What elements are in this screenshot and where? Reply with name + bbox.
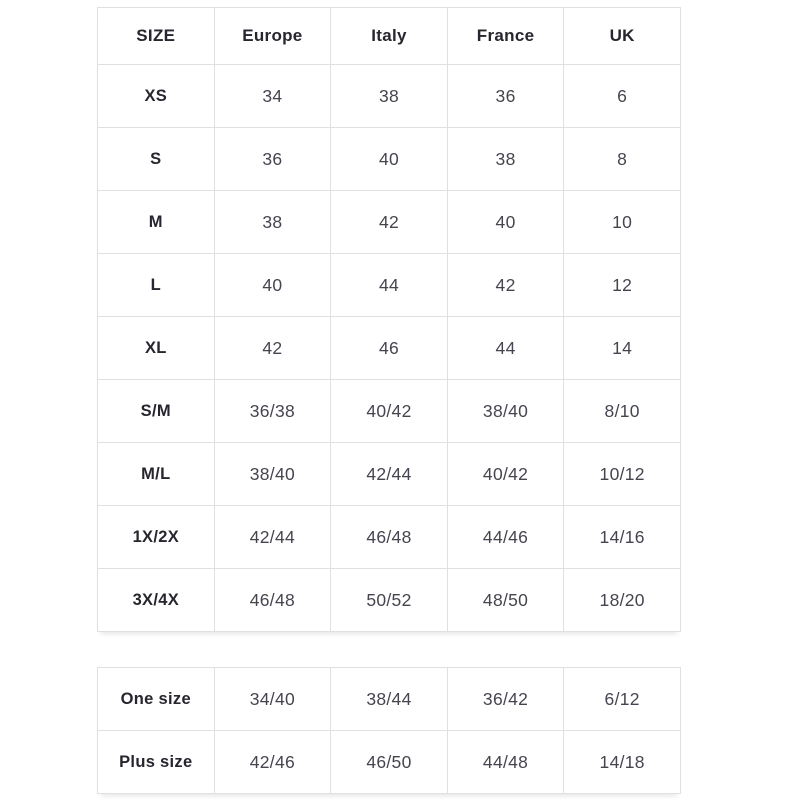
table-row: 3X/4X 46/48 50/52 48/50 18/20: [97, 568, 681, 632]
row-label-cell: XL: [97, 316, 215, 380]
data-cell: 46/48: [330, 505, 448, 569]
row-label-cell: M/L: [97, 442, 215, 506]
data-cell: 10: [563, 190, 681, 254]
data-cell: 40/42: [446, 442, 565, 506]
data-cell: 8/10: [563, 379, 681, 443]
table-row: M/L 38/40 42/44 40/42 10/12: [97, 442, 681, 506]
data-cell: 14: [563, 316, 681, 380]
data-cell: 38: [330, 64, 448, 128]
data-cell: 50/52: [330, 568, 448, 632]
row-label-cell: Plus size: [97, 730, 215, 794]
data-cell: 44/46: [446, 505, 565, 569]
row-label-cell: S: [97, 127, 215, 191]
data-cell: 42: [213, 316, 332, 380]
data-cell: 42: [330, 190, 448, 254]
table-row: M 38 42 40 10: [97, 190, 681, 254]
row-label-cell: 3X/4X: [97, 568, 215, 632]
data-cell: 46/50: [330, 730, 448, 794]
data-cell: 42: [446, 253, 565, 317]
data-cell: 42/44: [330, 442, 448, 506]
data-cell: 40: [446, 190, 565, 254]
row-label-cell: L: [97, 253, 215, 317]
data-cell: 38/40: [213, 442, 332, 506]
data-cell: 38/40: [446, 379, 565, 443]
table-row: S 36 40 38 8: [97, 127, 681, 191]
column-header: France: [446, 7, 565, 65]
data-cell: 40: [330, 127, 448, 191]
data-cell: 42/46: [213, 730, 332, 794]
table-row: XL 42 46 44 14: [97, 316, 681, 380]
table-row: L 40 44 42 12: [97, 253, 681, 317]
data-cell: 42/44: [213, 505, 332, 569]
data-cell: 10/12: [563, 442, 681, 506]
data-cell: 36: [446, 64, 565, 128]
data-cell: 38: [213, 190, 332, 254]
row-label-cell: One size: [97, 667, 215, 731]
column-header: Italy: [330, 7, 448, 65]
data-cell: 12: [563, 253, 681, 317]
table-row: 1X/2X 42/44 46/48 44/46 14/16: [97, 505, 681, 569]
column-header: Europe: [213, 7, 332, 65]
data-cell: 6: [563, 64, 681, 128]
data-cell: 38: [446, 127, 565, 191]
data-cell: 18/20: [563, 568, 681, 632]
column-header: UK: [563, 7, 681, 65]
data-cell: 36/42: [446, 667, 565, 731]
data-cell: 38/44: [330, 667, 448, 731]
table-row: S/M 36/38 40/42 38/40 8/10: [97, 379, 681, 443]
data-cell: 36: [213, 127, 332, 191]
header-row: SIZE Europe Italy France UK: [97, 7, 681, 65]
column-header: SIZE: [97, 7, 215, 65]
data-cell: 40/42: [330, 379, 448, 443]
special-sizes-table: One size 34/40 38/44 36/42 6/12 Plus size 42/4…: [97, 667, 681, 794]
data-cell: 34/40: [213, 667, 332, 731]
data-cell: 40: [213, 253, 332, 317]
data-cell: 46/48: [213, 568, 332, 632]
row-label-cell: S/M: [97, 379, 215, 443]
data-cell: 34: [213, 64, 332, 128]
data-cell: 8: [563, 127, 681, 191]
data-cell: 48/50: [446, 568, 565, 632]
data-cell: 44: [446, 316, 565, 380]
row-label-cell: 1X/2X: [97, 505, 215, 569]
table-row: One size 34/40 38/44 36/42 6/12: [97, 667, 681, 731]
row-label-cell: M: [97, 190, 215, 254]
table-row: Plus size 42/46 46/50 44/48 14/18: [97, 730, 681, 794]
data-cell: 44: [330, 253, 448, 317]
data-cell: 44/48: [446, 730, 565, 794]
data-cell: 6/12: [563, 667, 681, 731]
data-cell: 14/16: [563, 505, 681, 569]
data-cell: 14/18: [563, 730, 681, 794]
row-label-cell: XS: [97, 64, 215, 128]
size-conversion-table: SIZE Europe Italy France UK XS 34 38 36 6 S 36 40 38 8…: [97, 7, 681, 632]
table-row: XS 34 38 36 6: [97, 64, 681, 128]
data-cell: 46: [330, 316, 448, 380]
data-cell: 36/38: [213, 379, 332, 443]
